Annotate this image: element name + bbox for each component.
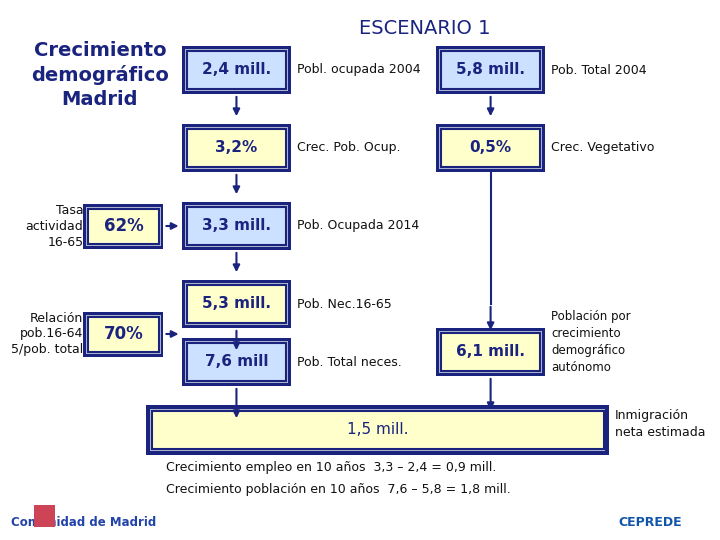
FancyBboxPatch shape [187,343,286,381]
FancyBboxPatch shape [187,129,286,167]
FancyBboxPatch shape [182,124,291,172]
FancyBboxPatch shape [439,49,542,91]
Text: 3,2%: 3,2% [215,140,258,156]
Text: Pob. Total 2004: Pob. Total 2004 [552,64,647,77]
Text: 2,4 mill.: 2,4 mill. [202,63,271,78]
FancyBboxPatch shape [84,204,163,248]
FancyBboxPatch shape [439,331,542,373]
FancyBboxPatch shape [441,51,540,89]
Text: Comunidad de Madrid: Comunidad de Madrid [12,516,156,529]
FancyBboxPatch shape [436,46,545,94]
Text: Pob. Ocupada 2014: Pob. Ocupada 2014 [297,219,420,233]
FancyBboxPatch shape [185,283,288,325]
Bar [34,505,55,527]
Bar [146,405,609,455]
Text: 62%: 62% [104,217,143,235]
Text: Crecimiento población en 10 años  7,6 – 5,8 = 1,8 mill.: Crecimiento población en 10 años 7,6 – 5… [166,483,510,496]
Bar [152,411,603,449]
FancyBboxPatch shape [182,202,291,250]
FancyBboxPatch shape [436,124,545,172]
Text: 0,5%: 0,5% [469,140,512,156]
Text: Tasa
actividad
16-65: Tasa actividad 16-65 [26,204,84,248]
Text: Población por
crecimiento
demográfico
autónomo: Población por crecimiento demográfico au… [552,310,631,374]
FancyBboxPatch shape [441,333,540,371]
Text: 5,8 mill.: 5,8 mill. [456,63,525,78]
FancyBboxPatch shape [185,49,288,91]
FancyBboxPatch shape [182,46,291,94]
FancyBboxPatch shape [182,338,291,386]
Bar [150,409,606,451]
FancyBboxPatch shape [86,314,161,354]
FancyBboxPatch shape [187,285,286,323]
Text: Relación
pob.16-64
5/pob. total: Relación pob.16-64 5/pob. total [12,312,84,356]
FancyBboxPatch shape [441,129,540,167]
FancyBboxPatch shape [187,207,286,245]
Text: Crecimiento
demográfico
Madrid: Crecimiento demográfico Madrid [31,42,169,109]
Text: Pob. Nec.16-65: Pob. Nec.16-65 [297,298,392,310]
Text: Pobl. ocupada 2004: Pobl. ocupada 2004 [297,64,420,77]
Text: 3,3 mill.: 3,3 mill. [202,219,271,233]
FancyBboxPatch shape [436,328,545,376]
Text: Crec. Vegetativo: Crec. Vegetativo [552,141,654,154]
Text: ESCENARIO 1: ESCENARIO 1 [359,18,490,37]
FancyBboxPatch shape [84,312,163,356]
Text: Crecimiento empleo en 10 años  3,3 – 2,4 = 0,9 mill.: Crecimiento empleo en 10 años 3,3 – 2,4 … [166,462,496,475]
Text: 5,3 mill.: 5,3 mill. [202,296,271,312]
FancyBboxPatch shape [439,127,542,169]
Text: 70%: 70% [104,325,143,343]
Text: Inmigración
neta estimada: Inmigración neta estimada [615,409,706,439]
FancyBboxPatch shape [182,280,291,328]
FancyBboxPatch shape [187,51,286,89]
FancyBboxPatch shape [86,206,161,246]
Text: 7,6 mill: 7,6 mill [204,354,268,369]
Text: 1,5 mill.: 1,5 mill. [347,422,408,437]
FancyBboxPatch shape [88,208,159,244]
Text: CEPREDE: CEPREDE [618,516,683,529]
Text: Pob. Total neces.: Pob. Total neces. [297,355,402,368]
FancyBboxPatch shape [185,341,288,383]
FancyBboxPatch shape [185,205,288,247]
Text: 6,1 mill.: 6,1 mill. [456,345,525,360]
FancyBboxPatch shape [88,316,159,352]
Text: Crec. Pob. Ocup.: Crec. Pob. Ocup. [297,141,400,154]
FancyBboxPatch shape [185,127,288,169]
